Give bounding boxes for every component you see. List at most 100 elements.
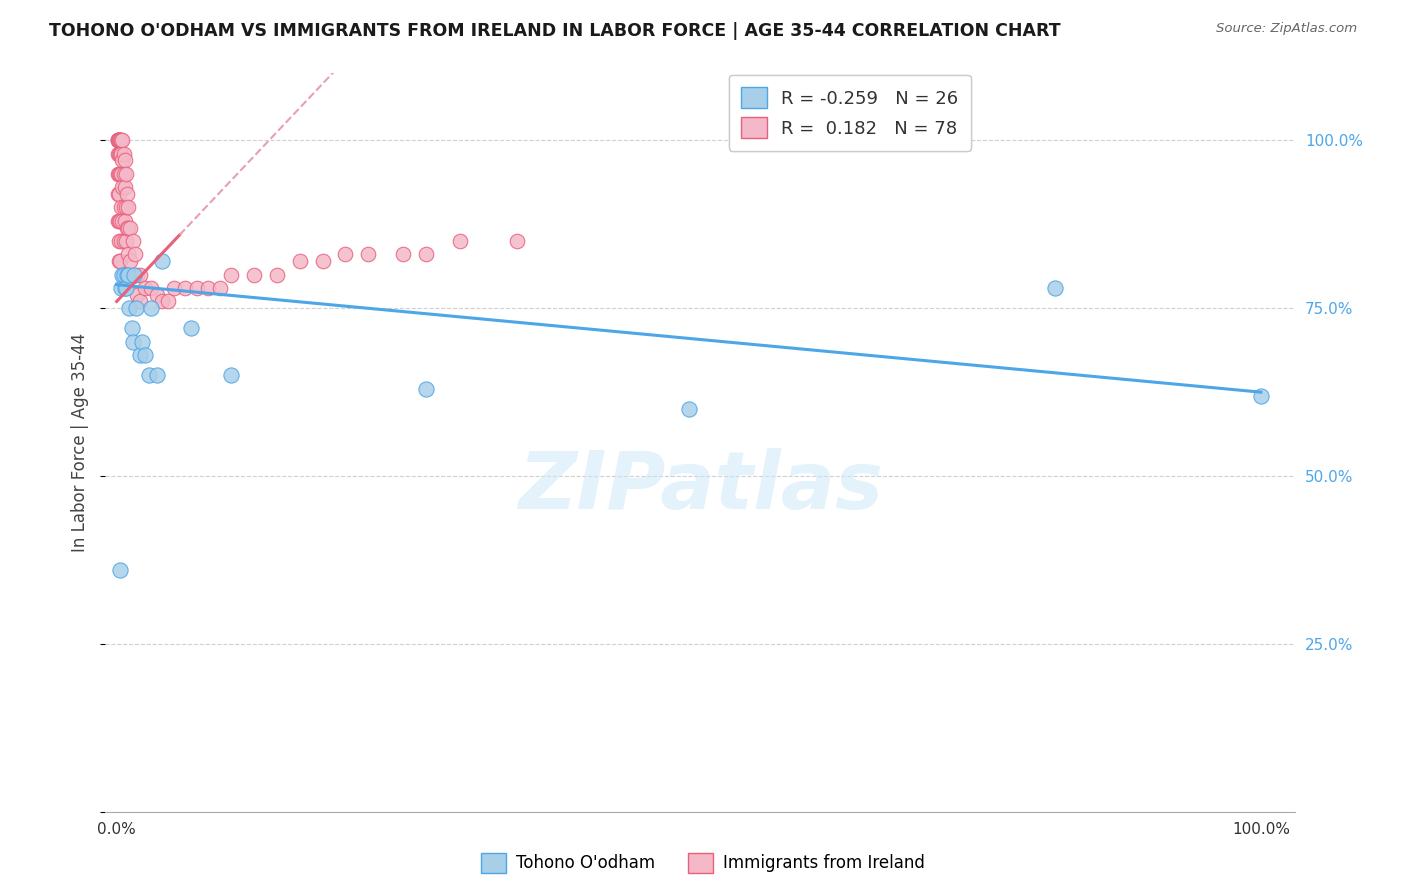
Point [112, 167, 135, 181]
Point [208, 281, 231, 295]
Point [120, 220, 142, 235]
Point [117, 220, 139, 235]
Point [138, 368, 160, 383]
Point [110, 234, 132, 248]
Point [114, 167, 136, 181]
Point [108, 214, 131, 228]
Point [121, 268, 143, 282]
Point [134, 348, 156, 362]
Point [127, 268, 149, 282]
Point [127, 287, 149, 301]
Point [111, 268, 134, 282]
Point [219, 268, 242, 282]
Point [357, 247, 380, 261]
Point [110, 167, 132, 181]
Point [108, 254, 131, 268]
Point [111, 214, 134, 228]
Point [107, 133, 129, 147]
Point [107, 186, 129, 201]
Point [115, 186, 138, 201]
Point [108, 214, 131, 228]
Point [121, 334, 143, 349]
Point [108, 133, 131, 147]
Point [112, 200, 135, 214]
Point [115, 220, 138, 235]
Point [415, 247, 437, 261]
Point [197, 281, 219, 295]
Point [112, 234, 135, 248]
Point [107, 133, 129, 147]
Point [266, 268, 288, 282]
Point [108, 133, 131, 147]
Point [122, 268, 145, 282]
Point [108, 254, 131, 268]
Point [114, 281, 136, 295]
Point [117, 268, 139, 282]
Point [125, 301, 148, 315]
Point [108, 234, 131, 248]
Point [111, 180, 134, 194]
Text: TOHONO O'ODHAM VS IMMIGRANTS FROM IRELAND IN LABOR FORCE | AGE 35-44 CORRELATION: TOHONO O'ODHAM VS IMMIGRANTS FROM IRELAN… [49, 22, 1062, 40]
Point [678, 401, 700, 416]
Point [288, 254, 311, 268]
Point [108, 133, 131, 147]
Point [114, 281, 136, 295]
Point [180, 321, 202, 335]
Point [186, 281, 208, 295]
Point [243, 268, 266, 282]
Point [107, 133, 129, 147]
Point [174, 281, 197, 295]
Point [415, 382, 437, 396]
Point [110, 200, 132, 214]
Point [449, 234, 471, 248]
Point [152, 294, 174, 309]
Point [311, 254, 333, 268]
Point [111, 133, 134, 147]
Point [107, 146, 129, 161]
Y-axis label: In Labor Force | Age 35-44: In Labor Force | Age 35-44 [72, 333, 89, 552]
Legend: Tohono O'odham, Immigrants from Ireland: Tohono O'odham, Immigrants from Ireland [474, 847, 932, 880]
Point [107, 214, 129, 228]
Point [139, 281, 162, 295]
Point [108, 133, 131, 147]
Point [117, 247, 139, 261]
Point [108, 146, 131, 161]
Point [108, 167, 131, 181]
Point [107, 133, 129, 147]
Point [335, 247, 357, 261]
Point [118, 301, 141, 315]
Point [112, 268, 135, 282]
Point [117, 200, 139, 214]
Point [120, 254, 142, 268]
Point [128, 268, 150, 282]
Point [121, 321, 143, 335]
Point [114, 153, 136, 168]
Point [152, 254, 174, 268]
Text: Source: ZipAtlas.com: Source: ZipAtlas.com [1216, 22, 1357, 36]
Point [391, 247, 413, 261]
Point [108, 133, 131, 147]
Point [114, 214, 136, 228]
Point [107, 167, 129, 181]
Point [114, 200, 136, 214]
Point [145, 287, 167, 301]
Point [110, 281, 132, 295]
Point [112, 146, 135, 161]
Point [121, 234, 143, 248]
Point [111, 153, 134, 168]
Point [128, 348, 150, 362]
Point [115, 268, 138, 282]
Point [108, 167, 131, 181]
Point [110, 133, 132, 147]
Point [157, 294, 180, 309]
Point [219, 368, 242, 383]
Point [163, 281, 186, 295]
Point [108, 563, 131, 577]
Point [108, 146, 131, 161]
Point [506, 234, 529, 248]
Point [124, 247, 146, 261]
Text: ZIPatlas: ZIPatlas [517, 448, 883, 526]
Point [1043, 281, 1066, 295]
Point [145, 368, 167, 383]
Legend: R = -0.259   N = 26, R =  0.182   N = 78: R = -0.259 N = 26, R = 0.182 N = 78 [728, 75, 970, 151]
